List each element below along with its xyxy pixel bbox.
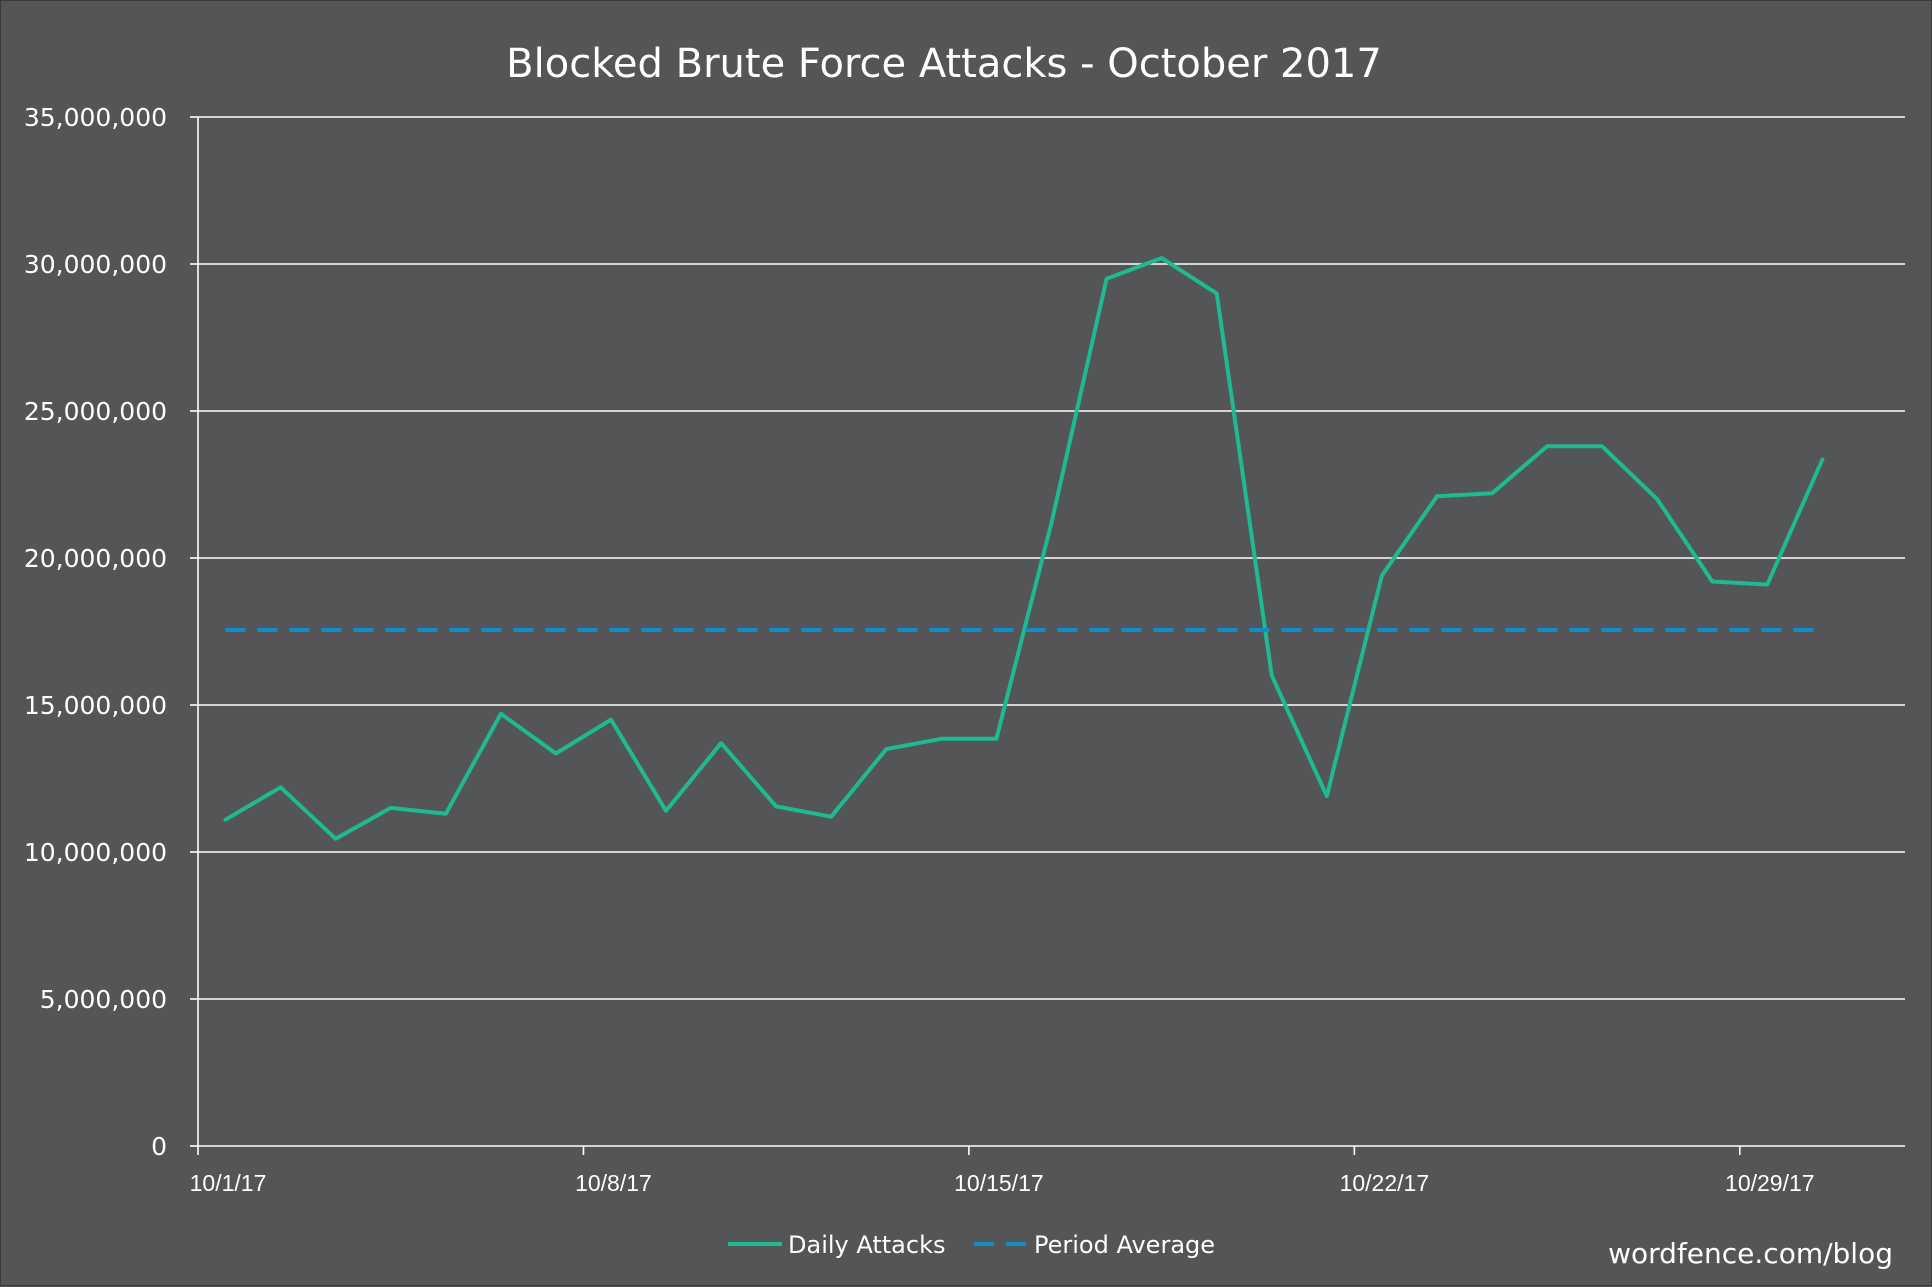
x-tick-label: 10/1/17 <box>190 1170 267 1196</box>
legend-label-period-average: Period Average <box>1034 1231 1215 1259</box>
series-lines <box>223 256 1825 841</box>
y-tick-label: 20,000,000 <box>24 544 167 573</box>
x-tick-label: 10/8/17 <box>575 1170 652 1196</box>
y-tick-label: 0 <box>151 1132 167 1161</box>
y-tick-label: 10,000,000 <box>24 838 167 867</box>
y-axis-tick-labels: 0 5,000,000 10,000,000 15,000,000 20,000,000… <box>24 103 167 1161</box>
y-tick-label: 15,000,000 <box>24 691 167 720</box>
legend: Daily Attacks Period Average <box>728 1231 1215 1259</box>
y-tick-label: 5,000,000 <box>40 985 167 1014</box>
axes <box>190 116 1905 1155</box>
x-axis-tick-labels: 10/1/17 10/8/17 10/15/17 10/22/17 10/29/17 <box>190 1170 1815 1196</box>
chart-title: Blocked Brute Force Attacks - October 20… <box>506 41 1382 87</box>
daily-attacks-line <box>223 256 1825 841</box>
y-tick-label: 25,000,000 <box>24 397 167 426</box>
y-tick-label: 35,000,000 <box>24 103 167 132</box>
x-tick-label: 10/15/17 <box>954 1170 1044 1196</box>
legend-label-daily-attacks: Daily Attacks <box>788 1231 945 1259</box>
gridlines <box>198 116 1905 1000</box>
y-tick-label: 30,000,000 <box>24 250 167 279</box>
watermark: wordfence.com/blog <box>1608 1237 1893 1270</box>
x-tick-label: 10/29/17 <box>1725 1170 1815 1196</box>
x-tick-label: 10/22/17 <box>1340 1170 1430 1196</box>
